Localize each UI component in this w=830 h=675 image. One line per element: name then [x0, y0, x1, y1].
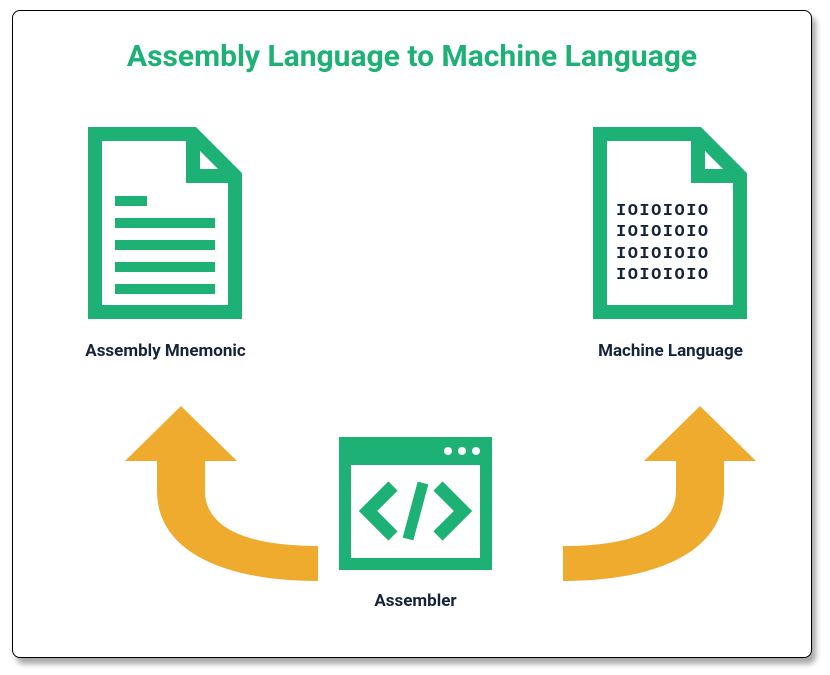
- binary-line: IOIOIOIO: [616, 201, 731, 222]
- arrow-left: [113, 406, 323, 600]
- assembly-mnemonic-node: [83, 126, 248, 325]
- machine-language-node: IOIOIOIO IOIOIOIO IOIOIOIO IOIOIOIO: [588, 126, 753, 325]
- machine-language-label: Machine Language: [568, 341, 773, 361]
- curved-arrow-left-icon: [113, 406, 323, 596]
- binary-line: IOIOIOIO: [616, 222, 731, 243]
- binary-line: IOIOIOIO: [616, 265, 731, 286]
- assembly-mnemonic-label: Assembly Mnemonic: [63, 341, 268, 361]
- binary-line: IOIOIOIO: [616, 244, 731, 265]
- diagram-frame: Assembly Language to Machine Language As…: [12, 10, 812, 658]
- arrow-right: [558, 406, 768, 600]
- assembler-node: [333, 431, 498, 580]
- code-window-icon: [333, 431, 498, 576]
- binary-content: IOIOIOIO IOIOIOIO IOIOIOIO IOIOIOIO: [616, 201, 731, 286]
- document-lines-icon: [83, 126, 248, 321]
- assembler-label: Assembler: [333, 591, 498, 611]
- curved-arrow-right-icon: [558, 406, 768, 596]
- diagram-title: Assembly Language to Machine Language: [13, 39, 811, 74]
